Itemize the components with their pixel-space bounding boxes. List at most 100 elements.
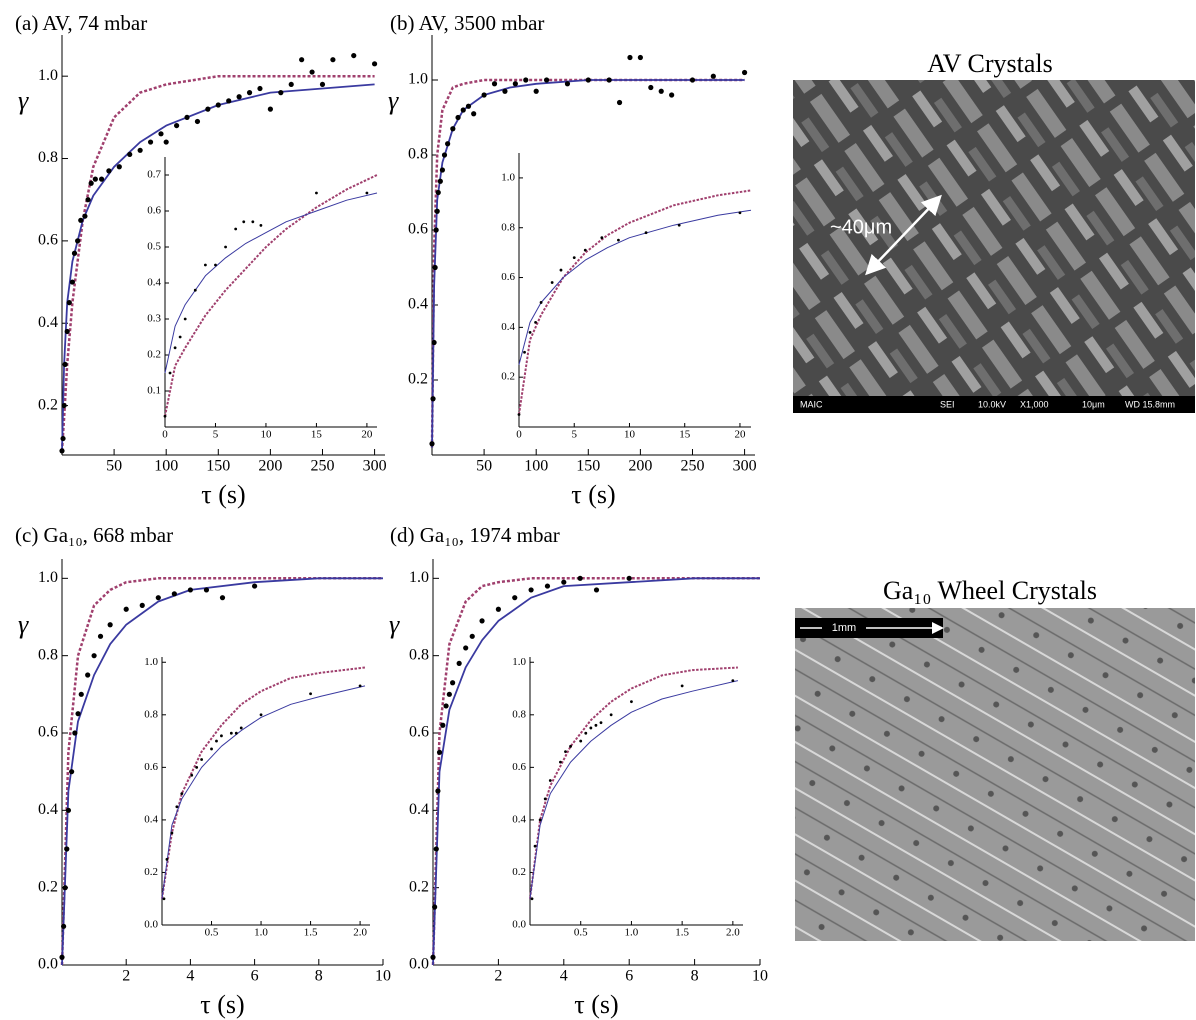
data-point (195, 765, 199, 769)
y-tick-label: 0.1 (147, 385, 161, 397)
data-point (630, 700, 633, 704)
model-curve-dashed (164, 174, 378, 417)
data-point (441, 152, 448, 158)
data-point (710, 73, 716, 79)
model-curve-dashed (60, 577, 383, 966)
data-point (71, 250, 78, 256)
data-point (137, 147, 143, 153)
y-tick-label: 0.8 (409, 646, 429, 663)
data-point (78, 217, 84, 223)
data-point (517, 413, 521, 416)
data-point (66, 300, 72, 306)
y-tick-label: 1.0 (38, 569, 58, 586)
data-point (127, 151, 133, 158)
x-tick-label: 15 (311, 429, 323, 441)
x-tick-label: 0 (162, 429, 168, 441)
y-tick-label: 0.3 (147, 313, 161, 325)
y-tick-label: 0.0 (409, 956, 429, 973)
y-tick-label: 0.5 (147, 241, 161, 253)
data-point (528, 587, 534, 593)
data-point (433, 227, 439, 233)
x-tick-label: 50 (476, 458, 492, 475)
model-curve-dashed (518, 189, 752, 415)
data-point (162, 897, 166, 901)
y-tick-label: 1.0 (144, 656, 158, 668)
data-point (436, 749, 443, 755)
info-bar (793, 396, 1195, 413)
data-point (669, 92, 675, 98)
data-point (440, 722, 446, 728)
data-point (170, 831, 174, 835)
x-tick-label: 10 (624, 429, 636, 441)
data-point (215, 739, 218, 743)
data-point (85, 197, 91, 203)
y-axis-label: γ (388, 86, 399, 115)
data-point (309, 692, 312, 696)
data-point (456, 660, 462, 667)
x-tick-label: 8 (691, 968, 699, 985)
data-point (533, 844, 537, 848)
y-tick-label: 0.2 (38, 396, 58, 413)
x-tick-label: 200 (628, 458, 652, 475)
inset-background (519, 153, 751, 427)
data-point (528, 330, 532, 334)
x-tick-label: 6 (625, 968, 633, 985)
data-point (569, 744, 572, 748)
y-tick-label: 0.6 (512, 761, 526, 773)
data-point (495, 606, 501, 612)
data-point (183, 317, 187, 321)
x-tick-label: 20 (361, 429, 373, 441)
data-point (91, 653, 97, 659)
y-tick-label: 0.6 (501, 271, 515, 283)
y-tick-label: 0.4 (512, 813, 526, 825)
data-point (627, 54, 633, 61)
x-tick-label: 2.0 (726, 927, 740, 939)
data-point (171, 591, 177, 597)
x-tick-label: 250 (680, 458, 704, 475)
data-point (599, 721, 603, 725)
data-point (429, 441, 435, 447)
panel-title: (b) AV, 3500 mbar (390, 11, 544, 35)
y-tick-label: 0.4 (408, 296, 428, 313)
data-point (559, 760, 562, 764)
data-point (600, 236, 604, 240)
data-point (61, 923, 67, 929)
data-point (431, 339, 437, 346)
data-point (288, 81, 294, 88)
data-point (210, 747, 213, 751)
info-text: SEI (940, 399, 955, 409)
data-point (479, 618, 485, 624)
data-point (637, 54, 643, 61)
data-point (539, 301, 543, 304)
data-point (430, 954, 436, 960)
data-point (190, 773, 194, 777)
data-point (731, 679, 735, 683)
model-curve (529, 680, 739, 899)
y-tick-label: 0.8 (501, 221, 515, 233)
data-point (278, 90, 284, 96)
y-tick-label: 0.6 (147, 205, 161, 217)
data-point (184, 114, 190, 120)
image-title: AV Crystals (927, 49, 1052, 78)
x-tick-label: 6 (251, 968, 259, 985)
data-point (69, 769, 75, 775)
data-point (203, 263, 207, 267)
data-point (229, 731, 233, 735)
data-point (533, 88, 539, 94)
data-point (107, 622, 113, 628)
data-point (85, 672, 91, 678)
sem-image-ga10: Ga₁₀ Wheel Crystals 1mm (795, 576, 1195, 941)
micrograph (795, 608, 1195, 941)
x-tick-label: 4 (560, 968, 568, 985)
y-tick-label: 1.0 (408, 71, 428, 88)
data-point (65, 807, 72, 813)
data-point (158, 131, 164, 137)
data-point (434, 208, 440, 214)
data-point (738, 211, 742, 215)
data-point (689, 77, 696, 83)
data-point (330, 57, 336, 63)
data-point (577, 575, 583, 581)
data-point (358, 684, 362, 688)
data-point (648, 84, 654, 91)
